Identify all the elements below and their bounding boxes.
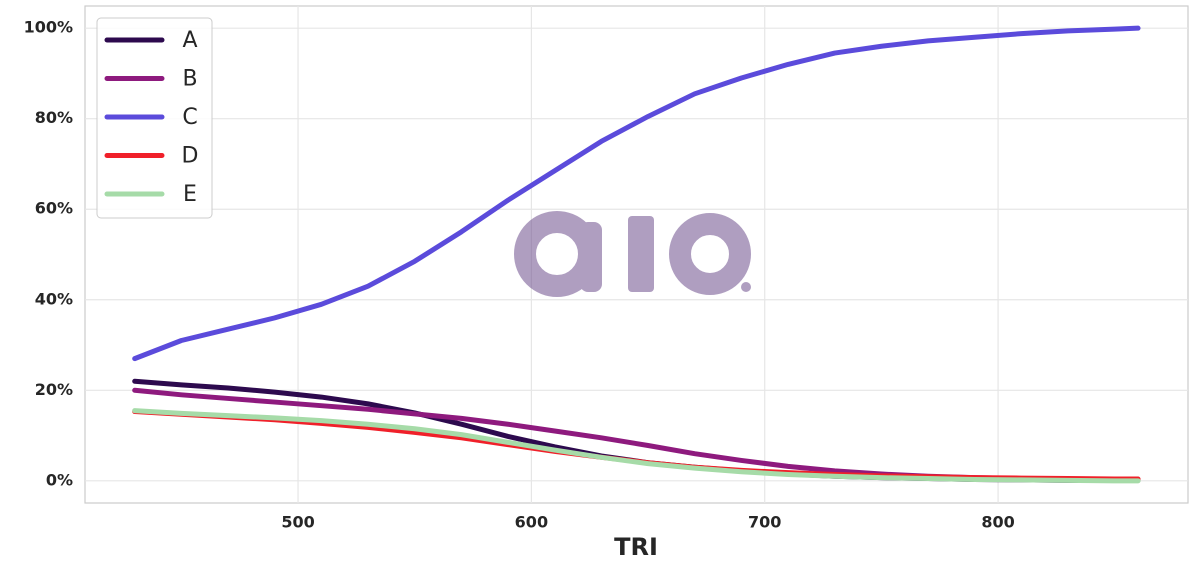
legend-label: D: [182, 144, 199, 169]
x-tick-label: 600: [515, 513, 548, 532]
legend-label: C: [182, 105, 197, 130]
watermark: [514, 211, 751, 297]
legend-label: E: [183, 182, 197, 207]
x-tick-label: 500: [281, 513, 314, 532]
y-tick-label: 80%: [35, 108, 73, 127]
x-tick-label: 700: [748, 513, 781, 532]
y-tick-label: 20%: [35, 380, 73, 399]
legend-label: B: [182, 67, 197, 92]
legend-label: A: [182, 28, 197, 53]
x-axis-label: TRI: [614, 533, 658, 560]
y-tick-label: 60%: [35, 199, 73, 218]
x-tick-label: 800: [981, 513, 1014, 532]
series-line: [132, 25, 1141, 362]
series-line: [132, 408, 1141, 484]
y-tick-label: 0%: [46, 470, 73, 489]
y-tick-label: 100%: [24, 18, 73, 37]
y-tick-label: 40%: [35, 289, 73, 308]
